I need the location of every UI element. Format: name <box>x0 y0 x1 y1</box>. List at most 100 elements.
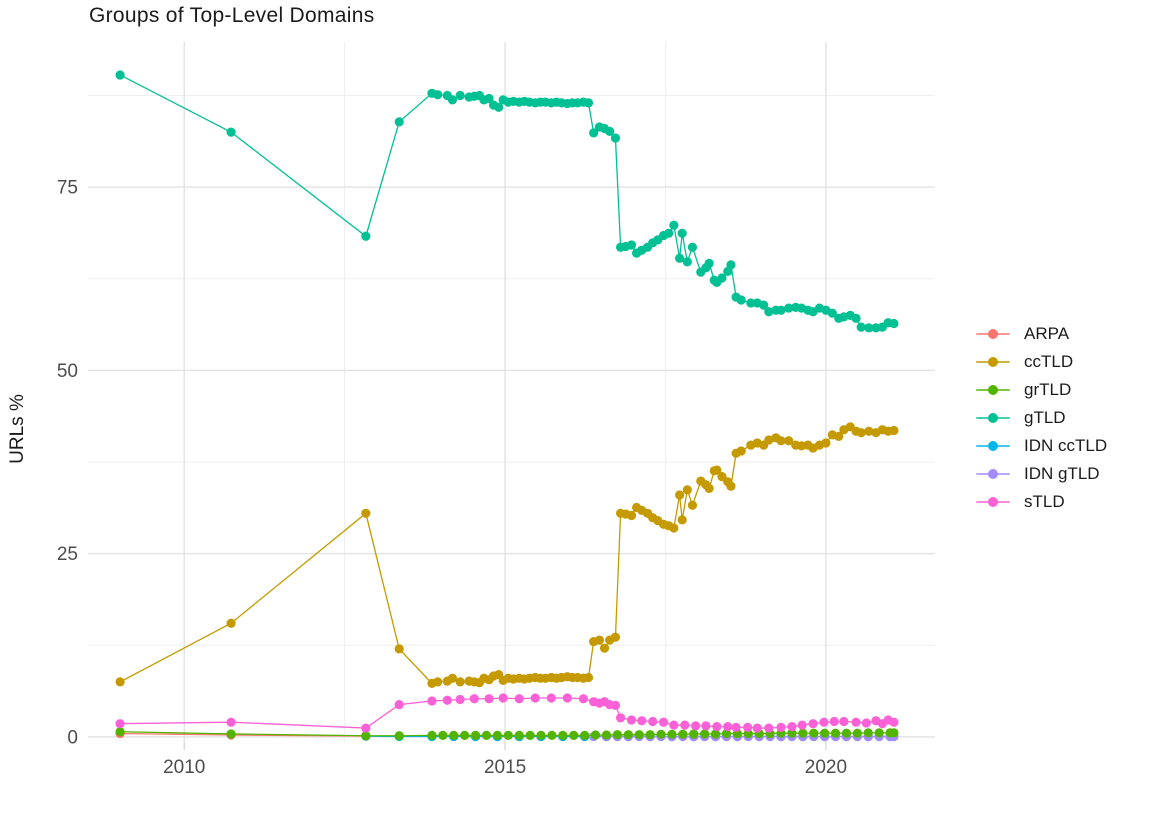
data-point-stld <box>648 716 658 727</box>
data-point-grtld <box>678 729 688 739</box>
y-tick-label: 75 <box>57 178 78 199</box>
data-point-cctld <box>784 436 794 446</box>
series-stld <box>115 693 899 733</box>
legend-label: gTLD <box>1024 408 1066 427</box>
data-point-cctld <box>447 673 458 683</box>
data-point-grtld <box>809 728 819 738</box>
data-point-gtld <box>776 305 786 315</box>
data-point-cctld <box>675 490 685 500</box>
data-point-stld <box>442 695 452 705</box>
legend-key-icon <box>976 385 1010 395</box>
data-point-stld <box>808 719 818 729</box>
data-point-gtld <box>626 240 637 250</box>
y-tick-label: 50 <box>57 361 78 382</box>
data-point-gtld <box>675 253 685 263</box>
data-point-stld <box>889 717 899 727</box>
data-point-grtld <box>710 729 721 739</box>
data-point-cctld <box>361 508 371 518</box>
data-point-stld <box>562 693 572 703</box>
data-point-grtld <box>481 730 492 741</box>
data-point-gtld <box>746 298 756 308</box>
data-point-stld <box>764 723 774 733</box>
x-tick-label: 2020 <box>805 757 847 778</box>
data-point-grtld <box>601 730 612 740</box>
data-point-stld <box>861 718 871 728</box>
data-point-cctld <box>226 618 236 628</box>
axis-labels: 2010 2015 2020 0 25 50 75 <box>57 178 847 778</box>
data-point-stld <box>484 694 494 704</box>
series-cctld <box>115 422 899 688</box>
data-point-grtld <box>460 730 470 741</box>
data-point-stld <box>394 700 404 710</box>
data-point-grtld <box>558 730 568 741</box>
data-point-grtld <box>667 729 677 739</box>
data-point-grtld <box>612 730 622 740</box>
legend-item-arpa: ARPA <box>976 320 1107 348</box>
y-tick-label: 25 <box>57 544 78 565</box>
data-point-stld <box>839 716 849 727</box>
data-point-cctld <box>821 438 831 448</box>
data-point-gtld <box>856 322 866 332</box>
data-point-gtld <box>682 257 692 267</box>
data-point-gtld <box>851 313 861 323</box>
data-point-stld <box>776 722 786 732</box>
data-point-grtld <box>536 730 546 741</box>
data-point-cctld <box>712 465 722 475</box>
data-point-cctld <box>704 483 714 493</box>
data-point-stld <box>361 723 371 733</box>
data-point-stld <box>819 717 829 727</box>
data-point-grtld <box>590 730 601 740</box>
legend-item-idn-gtld: IDN gTLD <box>976 460 1107 488</box>
data-point-grtld <box>863 728 873 738</box>
legend-label: grTLD <box>1024 380 1072 399</box>
data-point-cctld <box>455 677 465 687</box>
x-tick-label: 2010 <box>163 757 205 778</box>
data-point-stld <box>427 696 437 706</box>
data-point-grtld <box>874 728 884 738</box>
data-point-grtld <box>394 731 404 741</box>
data-point-grtld <box>689 729 699 739</box>
legend-label: IDN ccTLD <box>1024 436 1108 455</box>
data-point-gtld <box>589 128 599 138</box>
data-point-stld <box>701 721 711 731</box>
legend-key-icon <box>976 441 1010 451</box>
data-point-stld <box>637 716 647 726</box>
legend-item-stld: sTLD <box>976 488 1107 516</box>
data-point-grtld <box>361 731 371 741</box>
legend-item-cctld: ccTLD <box>976 348 1107 376</box>
x-tick-label: 2015 <box>484 757 526 778</box>
data-point-gtld <box>484 93 494 104</box>
y-tick-label: 0 <box>67 727 78 748</box>
data-point-cctld <box>726 481 736 491</box>
legend-key-icon <box>976 497 1010 507</box>
data-point-stld <box>626 715 637 725</box>
legend-label: sTLD <box>1024 492 1065 511</box>
legend-item-idn-cctld: IDN ccTLD <box>976 432 1107 460</box>
data-point-grtld <box>470 730 481 741</box>
data-point-grtld <box>438 730 448 741</box>
data-point-grtld <box>645 730 655 740</box>
data-point-stld <box>743 722 753 732</box>
data-point-stld <box>851 717 861 727</box>
data-point-gtld <box>361 231 371 241</box>
data-point-gtld <box>494 102 504 112</box>
data-point-gtld <box>605 126 615 137</box>
data-point-stld <box>752 723 762 733</box>
data-point-cctld <box>736 446 746 456</box>
data-point-grtld <box>115 727 125 737</box>
data-point-grtld <box>787 728 797 738</box>
data-point-gtld <box>827 308 837 318</box>
data-point-grtld <box>830 728 841 738</box>
data-point-grtld <box>503 730 513 741</box>
data-point-cctld <box>682 485 692 495</box>
data-point-cctld <box>599 643 610 653</box>
data-point-stld <box>530 693 540 703</box>
data-point-cctld <box>610 632 621 642</box>
data-point-gtld <box>784 303 794 313</box>
data-point-grtld <box>580 730 590 741</box>
data-point-gtld <box>447 95 458 105</box>
chart-title: Groups of Top-Level Domains <box>89 4 375 27</box>
gridlines-major <box>88 42 935 742</box>
data-point-cctld <box>669 523 679 533</box>
data-point-grtld <box>547 730 557 741</box>
